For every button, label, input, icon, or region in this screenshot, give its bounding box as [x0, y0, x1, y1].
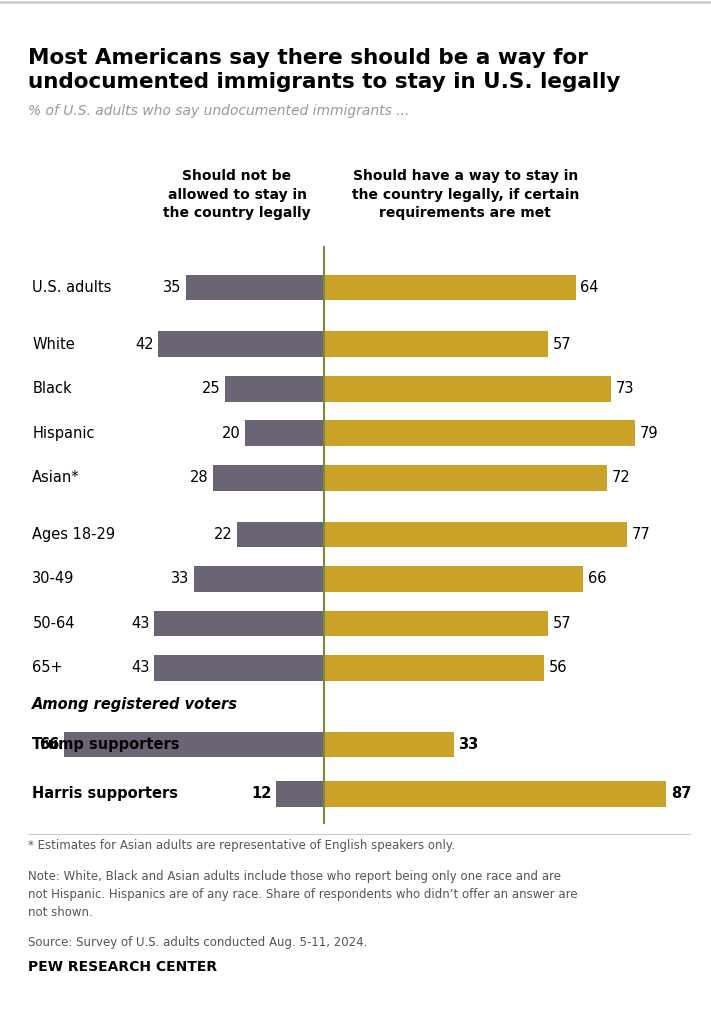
Text: 42: 42: [135, 337, 154, 352]
Text: U.S. adults: U.S. adults: [33, 280, 112, 295]
Text: 33: 33: [171, 572, 189, 586]
Bar: [324, 522, 626, 547]
Text: 66: 66: [588, 572, 606, 586]
Text: 57: 57: [552, 616, 572, 631]
Bar: [245, 420, 324, 446]
Bar: [193, 566, 324, 592]
Text: 64: 64: [580, 280, 599, 295]
Bar: [324, 464, 607, 491]
Text: 56: 56: [549, 661, 567, 675]
Text: % of U.S. adults who say undocumented immigrants ...: % of U.S. adults who say undocumented im…: [28, 103, 410, 118]
Text: 30-49: 30-49: [33, 572, 75, 586]
Text: 22: 22: [213, 527, 232, 542]
Bar: [324, 420, 634, 446]
Text: 35: 35: [163, 280, 181, 295]
Text: 73: 73: [616, 382, 634, 396]
Bar: [237, 522, 324, 547]
Bar: [64, 731, 324, 757]
Bar: [324, 781, 666, 807]
Bar: [324, 731, 454, 757]
Text: 12: 12: [251, 787, 272, 801]
Bar: [324, 611, 548, 636]
Text: 50-64: 50-64: [33, 616, 75, 631]
Text: Black: Black: [33, 382, 72, 396]
Text: 72: 72: [611, 471, 631, 485]
Text: 66: 66: [39, 737, 59, 752]
Text: 65+: 65+: [33, 661, 63, 675]
Text: Harris supporters: Harris supporters: [33, 787, 178, 801]
Text: 28: 28: [190, 471, 209, 485]
Bar: [324, 655, 544, 680]
Text: Source: Survey of U.S. adults conducted Aug. 5-11, 2024.: Source: Survey of U.S. adults conducted …: [28, 936, 368, 949]
Text: 57: 57: [552, 337, 572, 352]
Text: PEW RESEARCH CENTER: PEW RESEARCH CENTER: [28, 960, 218, 974]
Text: Should not be
allowed to stay in
the country legally: Should not be allowed to stay in the cou…: [164, 169, 311, 220]
Text: 25: 25: [202, 382, 220, 396]
Bar: [277, 781, 324, 807]
Text: Asian*: Asian*: [33, 471, 80, 485]
Text: Trump supporters: Trump supporters: [33, 737, 180, 752]
Text: Note: White, Black and Asian adults include those who report being only one race: Note: White, Black and Asian adults incl…: [28, 870, 578, 919]
Bar: [324, 331, 548, 357]
Bar: [186, 274, 324, 301]
Text: Most Americans say there should be a way for
undocumented immigrants to stay in : Most Americans say there should be a way…: [28, 48, 621, 92]
Bar: [213, 464, 324, 491]
Text: 87: 87: [670, 787, 691, 801]
Text: White: White: [33, 337, 75, 352]
Bar: [324, 566, 584, 592]
Text: * Estimates for Asian adults are representative of English speakers only.: * Estimates for Asian adults are represe…: [28, 839, 456, 852]
Text: Among registered voters: Among registered voters: [33, 698, 238, 712]
Bar: [154, 655, 324, 680]
Text: 33: 33: [459, 737, 479, 752]
Text: 43: 43: [132, 616, 149, 631]
Text: Hispanic: Hispanic: [33, 426, 95, 441]
Text: 43: 43: [132, 661, 149, 675]
Text: Should have a way to stay in
the country legally, if certain
requirements are me: Should have a way to stay in the country…: [352, 169, 579, 220]
Bar: [324, 375, 611, 402]
Text: 20: 20: [221, 426, 240, 441]
Bar: [225, 375, 324, 402]
Text: 77: 77: [631, 527, 650, 542]
Bar: [154, 611, 324, 636]
Bar: [159, 331, 324, 357]
Text: Ages 18-29: Ages 18-29: [33, 527, 115, 542]
Bar: [324, 274, 575, 301]
Text: 79: 79: [639, 426, 658, 441]
